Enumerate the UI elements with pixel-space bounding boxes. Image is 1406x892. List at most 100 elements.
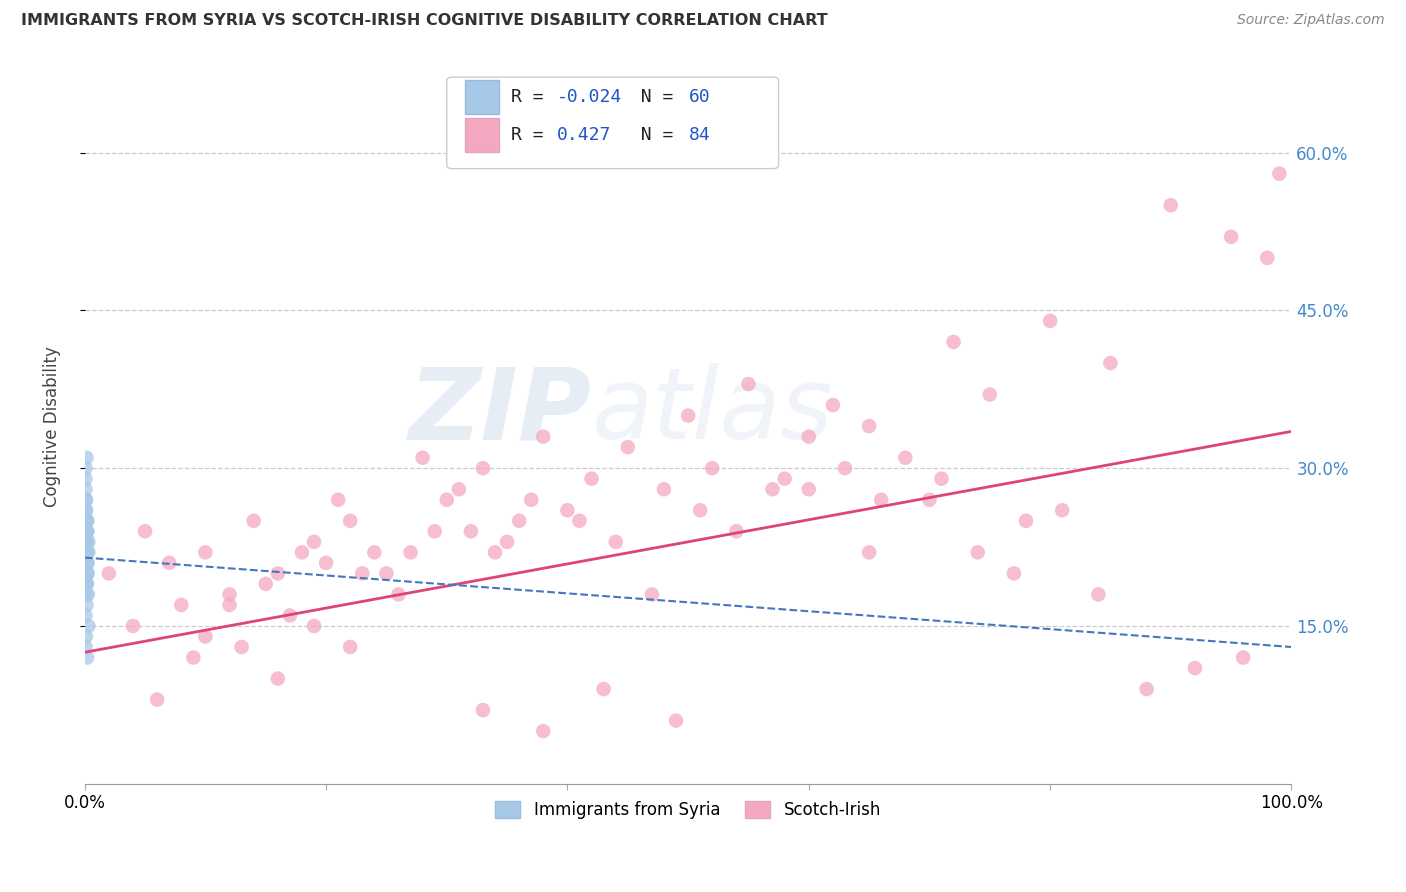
Point bbox=[676, 409, 699, 423]
Point bbox=[76, 545, 98, 559]
Point bbox=[75, 640, 97, 654]
Point bbox=[75, 524, 97, 539]
Point bbox=[76, 556, 98, 570]
Point bbox=[302, 534, 325, 549]
Point bbox=[75, 556, 97, 570]
Point bbox=[447, 482, 470, 496]
Point bbox=[315, 556, 337, 570]
Point bbox=[76, 534, 98, 549]
Point bbox=[75, 577, 97, 591]
Point bbox=[834, 461, 856, 475]
Point bbox=[76, 524, 98, 539]
Point bbox=[918, 492, 941, 507]
Point bbox=[77, 534, 100, 549]
Point bbox=[75, 545, 97, 559]
FancyBboxPatch shape bbox=[465, 118, 499, 153]
Point bbox=[76, 566, 98, 581]
Text: R =: R = bbox=[510, 127, 565, 145]
Point bbox=[1220, 229, 1243, 244]
Point bbox=[75, 482, 97, 496]
Point bbox=[557, 503, 579, 517]
Point bbox=[267, 566, 290, 581]
Point bbox=[797, 430, 820, 444]
Point bbox=[821, 398, 844, 412]
Text: ZIP: ZIP bbox=[409, 363, 592, 460]
Point bbox=[75, 630, 97, 644]
Point bbox=[1002, 566, 1025, 581]
Point bbox=[291, 545, 314, 559]
Point bbox=[520, 492, 543, 507]
Point bbox=[75, 492, 97, 507]
Point bbox=[218, 598, 240, 612]
Text: N =: N = bbox=[619, 127, 685, 145]
Point bbox=[399, 545, 422, 559]
Point bbox=[689, 503, 711, 517]
Point bbox=[737, 377, 759, 392]
Text: atlas: atlas bbox=[592, 363, 834, 460]
Point bbox=[76, 650, 98, 665]
Point bbox=[75, 556, 97, 570]
Point bbox=[979, 387, 1001, 401]
Point bbox=[76, 587, 98, 601]
Point bbox=[76, 577, 98, 591]
Point bbox=[75, 556, 97, 570]
Point bbox=[76, 566, 98, 581]
Point bbox=[773, 472, 796, 486]
Point bbox=[278, 608, 301, 623]
Point bbox=[170, 598, 193, 612]
Point bbox=[75, 566, 97, 581]
Point bbox=[76, 534, 98, 549]
Point bbox=[183, 650, 205, 665]
Point bbox=[387, 587, 409, 601]
Point bbox=[75, 556, 97, 570]
Point bbox=[76, 524, 98, 539]
Point bbox=[641, 587, 664, 601]
Point bbox=[858, 545, 880, 559]
Point bbox=[76, 545, 98, 559]
Point bbox=[75, 524, 97, 539]
Point bbox=[894, 450, 917, 465]
Text: 84: 84 bbox=[689, 127, 711, 145]
Point bbox=[75, 534, 97, 549]
Text: 0.427: 0.427 bbox=[557, 127, 612, 145]
Point bbox=[1039, 314, 1062, 328]
Point bbox=[616, 440, 638, 454]
Point bbox=[77, 619, 100, 633]
Point bbox=[231, 640, 253, 654]
Text: Source: ZipAtlas.com: Source: ZipAtlas.com bbox=[1237, 13, 1385, 28]
Point bbox=[605, 534, 627, 549]
Point bbox=[75, 566, 97, 581]
Point bbox=[75, 545, 97, 559]
Point bbox=[75, 556, 97, 570]
Point bbox=[76, 545, 98, 559]
Point bbox=[122, 619, 145, 633]
Point bbox=[77, 545, 100, 559]
Point bbox=[75, 514, 97, 528]
Point bbox=[942, 334, 965, 349]
Point bbox=[75, 472, 97, 486]
Legend: Immigrants from Syria, Scotch-Irish: Immigrants from Syria, Scotch-Irish bbox=[489, 794, 887, 825]
Point bbox=[870, 492, 893, 507]
Point bbox=[460, 524, 482, 539]
Point bbox=[471, 703, 494, 717]
Point bbox=[1087, 587, 1109, 601]
Point bbox=[76, 514, 98, 528]
Point bbox=[1099, 356, 1122, 370]
Point bbox=[702, 461, 724, 475]
Point bbox=[339, 514, 361, 528]
Point bbox=[761, 482, 783, 496]
Point bbox=[76, 545, 98, 559]
Point bbox=[75, 534, 97, 549]
Point bbox=[194, 630, 217, 644]
Point bbox=[97, 566, 120, 581]
Point bbox=[157, 556, 180, 570]
Point bbox=[531, 724, 554, 739]
Point bbox=[194, 545, 217, 559]
Point bbox=[797, 482, 820, 496]
Point bbox=[75, 514, 97, 528]
Text: N =: N = bbox=[619, 88, 685, 106]
Point bbox=[328, 492, 350, 507]
Point bbox=[1256, 251, 1278, 265]
Point bbox=[1268, 167, 1291, 181]
Point bbox=[423, 524, 446, 539]
